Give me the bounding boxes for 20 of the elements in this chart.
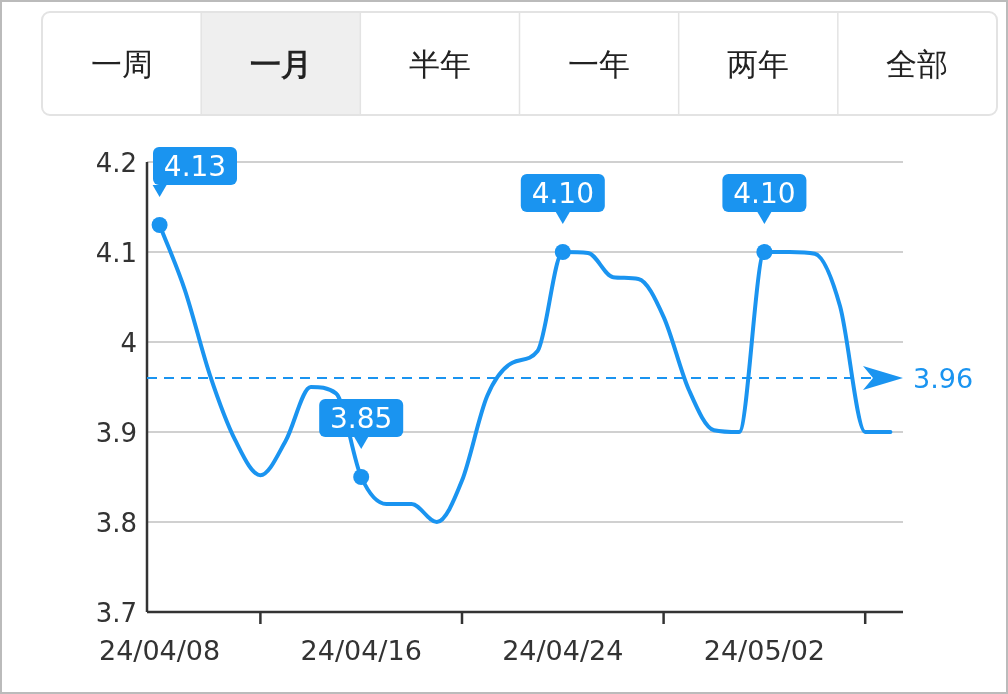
y-tick-label: 4.1 <box>95 238 137 268</box>
point <box>353 469 370 485</box>
point <box>151 217 168 233</box>
y-tick-label: 4.2 <box>95 148 137 178</box>
data-label: 3.85 <box>330 402 393 435</box>
x-tick-label: 24/04/08 <box>98 635 221 666</box>
y-tick-label: 3.7 <box>95 598 137 628</box>
data-label: 4.10 <box>733 177 796 210</box>
y-tick-label: 3.8 <box>95 508 137 538</box>
point <box>554 244 571 260</box>
y-tick-label: 3.9 <box>95 418 137 448</box>
x-tick-label: 24/04/16 <box>300 635 422 666</box>
point <box>756 244 773 260</box>
x-tick-label: 24/05/02 <box>703 635 826 666</box>
data-label: 4.10 <box>531 177 594 210</box>
data-label: 4.13 <box>163 150 227 183</box>
x-tick-label: 24/04/24 <box>502 635 624 666</box>
y-tick-label: 4 <box>120 328 137 358</box>
tabs: 一周 一月 半年 一年 两年 全部 <box>41 11 998 116</box>
ref-line-label: 3.96 <box>913 363 974 394</box>
